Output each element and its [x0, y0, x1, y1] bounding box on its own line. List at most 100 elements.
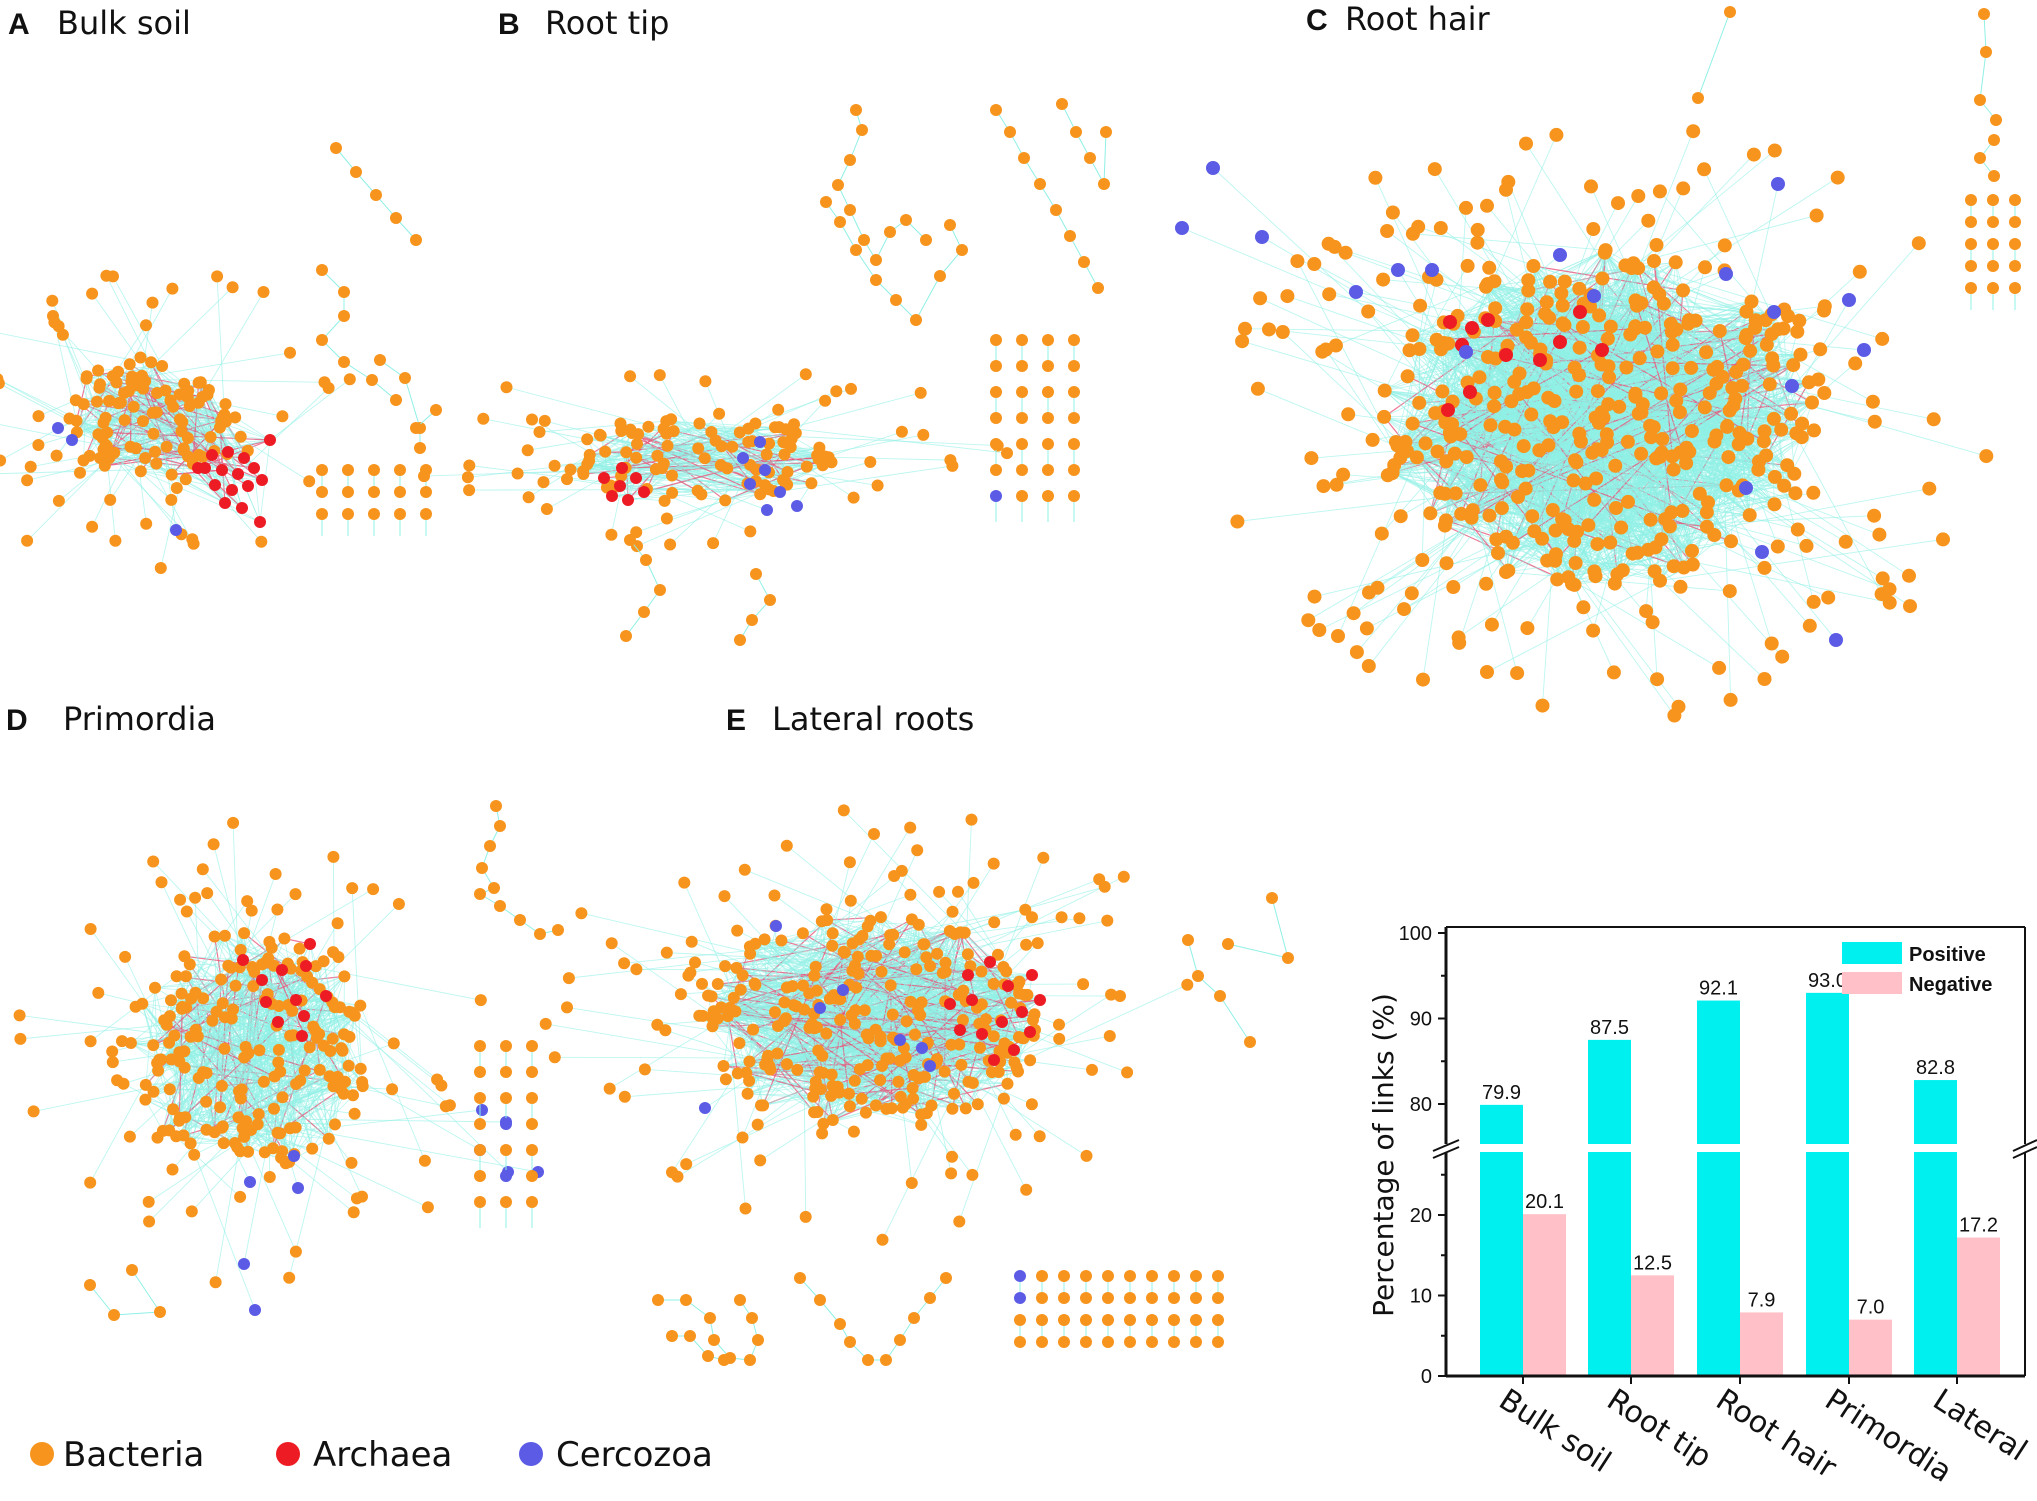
- bacteria-node: [394, 508, 406, 520]
- cercozoa-node: [1739, 481, 1753, 495]
- cercozoa-node: [737, 452, 749, 464]
- cercozoa-node: [1771, 177, 1785, 191]
- bacteria-node: [93, 381, 106, 394]
- bacteria-node: [1338, 245, 1353, 260]
- cercozoa-node: [1842, 293, 1856, 307]
- bacteria-node: [394, 486, 406, 498]
- bacteria-node: [1621, 494, 1635, 509]
- bacteria-node: [1681, 316, 1696, 331]
- bacteria-node: [86, 520, 99, 533]
- bacteria-node: [32, 410, 45, 423]
- bacteria-node: [1926, 412, 1941, 427]
- cercozoa-node: [1255, 230, 1269, 244]
- bacteria-node: [1004, 126, 1016, 138]
- bacteria-node: [1518, 481, 1533, 496]
- cercozoa-node: [1755, 545, 1769, 559]
- bacteria-node: [1979, 449, 1994, 464]
- bacteria-node: [1499, 565, 1513, 580]
- archaea-node: [236, 502, 248, 514]
- bacteria-node: [1647, 564, 1662, 579]
- bacteria-node: [1974, 94, 1986, 106]
- bacteria-node: [204, 431, 217, 443]
- bacteria-node: [1980, 46, 1992, 58]
- bacteria-node: [1568, 453, 1582, 468]
- bacteria-node: [1470, 222, 1485, 237]
- archaea-node: [232, 468, 244, 480]
- bacteria-node: [1615, 563, 1630, 578]
- bacteria-node: [196, 450, 209, 463]
- bacteria-node: [1016, 464, 1028, 476]
- bacteria-node: [1685, 557, 1700, 572]
- bacteria-node: [1331, 629, 1345, 643]
- bacteria-node: [70, 414, 83, 427]
- bacteria-node: [1380, 224, 1395, 238]
- bacteria-node: [583, 448, 596, 461]
- positive-edge: [785, 392, 921, 430]
- cercozoa-node: [761, 504, 773, 516]
- bacteria-node: [990, 464, 1002, 476]
- bacteria-node: [145, 356, 158, 369]
- bacteria-node: [1312, 623, 1327, 637]
- bacteria-node: [183, 400, 196, 412]
- bacteria-node: [139, 452, 152, 464]
- bacteria-node: [764, 594, 776, 606]
- bacteria-node: [1668, 255, 1683, 270]
- bacteria-node: [920, 234, 932, 246]
- positive-edge: [646, 413, 720, 490]
- bacteria-node: [186, 533, 199, 546]
- bacteria-node: [548, 459, 561, 472]
- bacteria-node: [1652, 450, 1667, 465]
- bacteria-node: [50, 449, 63, 462]
- bacteria-node: [1473, 478, 1488, 493]
- bacteria-node: [649, 463, 662, 476]
- positive-edge: [712, 464, 751, 544]
- archaea-node: [216, 464, 228, 476]
- bacteria-node: [1767, 497, 1782, 512]
- archaea-node: [206, 449, 218, 461]
- bacteria-node: [1483, 418, 1498, 433]
- bacteria-node: [410, 234, 422, 246]
- positive-edge: [76, 420, 193, 540]
- bacteria-node: [1872, 527, 1887, 542]
- bacteria-node: [664, 538, 677, 551]
- bacteria-node: [1520, 621, 1535, 636]
- cercozoa-node: [1459, 345, 1473, 359]
- bacteria-node: [1548, 547, 1563, 562]
- bacteria-node: [69, 394, 82, 407]
- bacteria-node: [1630, 545, 1645, 560]
- positive-edge: [610, 456, 826, 486]
- positive-edge: [855, 249, 877, 281]
- network-panel-root-tip: [418, 98, 1112, 646]
- bacteria-node: [526, 413, 538, 426]
- positive-edge: [611, 495, 665, 502]
- bacteria-node: [763, 437, 776, 450]
- bacteria-node: [1454, 506, 1469, 521]
- bacteria-node: [1988, 170, 2000, 182]
- cercozoa-node: [754, 436, 766, 448]
- bacteria-node: [1576, 600, 1591, 615]
- bacteria-node: [707, 537, 720, 550]
- chain-nodes: [820, 196, 968, 326]
- bacteria-node: [1479, 279, 1493, 294]
- bacteria-node: [1413, 298, 1428, 313]
- bacteria-node: [1764, 636, 1779, 651]
- bacteria-node: [77, 454, 90, 467]
- bacteria-node: [1368, 170, 1383, 185]
- chain-nodes: [620, 534, 666, 642]
- bacteria-node: [1262, 322, 1276, 337]
- bacteria-node: [871, 479, 884, 492]
- archaea-node: [1595, 343, 1609, 357]
- bacteria-node: [129, 442, 142, 455]
- bacteria-node: [234, 430, 247, 443]
- bacteria-node: [461, 471, 474, 484]
- bacteria-node: [699, 375, 712, 388]
- bacteria-node: [1715, 369, 1730, 384]
- bacteria-node: [182, 450, 194, 463]
- bacteria-node: [884, 226, 896, 238]
- bacteria-node: [1451, 630, 1466, 645]
- bacteria-node: [1805, 395, 1819, 410]
- bacteria-node: [734, 634, 746, 646]
- bacteria-node: [1581, 518, 1596, 533]
- positive-edge: [156, 412, 255, 469]
- bacteria-node: [1587, 492, 1602, 507]
